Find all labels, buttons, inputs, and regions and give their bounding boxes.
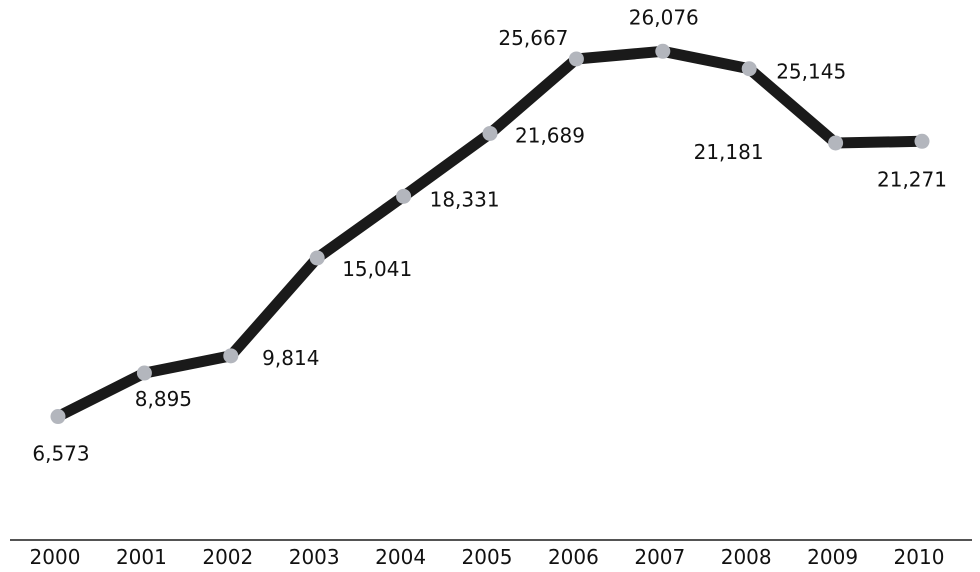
x-tick-labels: 2000 2001 2002 2003 2004 2005 2006 2007 2008 2009… — [30, 545, 945, 569]
data-label-2006: 25,667 — [498, 26, 568, 50]
data-point-2006 — [568, 51, 584, 67]
data-point-2010 — [914, 133, 930, 149]
x-tick-label-2010: 2010 — [894, 545, 945, 569]
data-label-2010: 21,271 — [877, 167, 947, 191]
data-label-2003: 15,041 — [342, 257, 412, 281]
x-tick-label-2005: 2005 — [462, 545, 513, 569]
data-point-2008 — [741, 61, 757, 77]
data-point-2009 — [828, 135, 844, 151]
data-label-2000: 6,573 — [32, 442, 89, 466]
data-label-2007: 26,076 — [629, 5, 699, 29]
x-tick-label-2007: 2007 — [634, 545, 685, 569]
data-label-2004: 18,331 — [430, 187, 500, 211]
data-point-2000 — [50, 409, 66, 425]
data-point-2005 — [482, 125, 498, 141]
data-point-2007 — [655, 43, 671, 59]
x-tick-label-2003: 2003 — [289, 545, 340, 569]
data-point-2003 — [309, 250, 325, 266]
x-tick-label-2004: 2004 — [375, 545, 426, 569]
x-tick-label-2000: 2000 — [30, 545, 81, 569]
x-tick-label-2009: 2009 — [807, 545, 858, 569]
data-points — [50, 43, 930, 425]
data-labels: 6,573 8,895 9,814 15,041 18,331 21,689 25,667 2… — [32, 5, 947, 465]
series-line — [55, 45, 923, 422]
x-tick-label-2006: 2006 — [548, 545, 599, 569]
x-tick-label-2002: 2002 — [202, 545, 253, 569]
x-tick-label-2001: 2001 — [116, 545, 167, 569]
x-tick-label-2008: 2008 — [721, 545, 772, 569]
data-label-2002: 9,814 — [262, 346, 319, 370]
data-label-2005: 21,689 — [515, 123, 585, 147]
data-label-2001: 8,895 — [135, 387, 192, 411]
data-label-2009: 21,181 — [694, 140, 764, 164]
data-point-2002 — [223, 348, 239, 364]
data-point-2004 — [396, 188, 412, 204]
data-point-2001 — [136, 365, 152, 381]
data-label-2008: 25,145 — [776, 60, 846, 84]
